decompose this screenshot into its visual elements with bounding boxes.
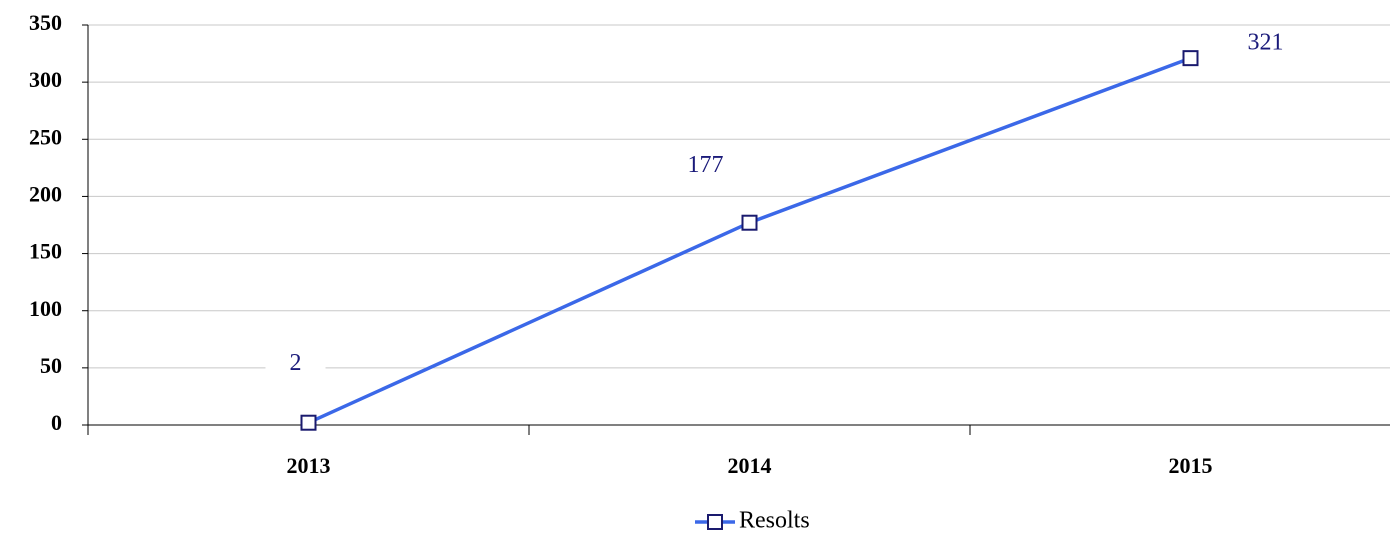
y-tick-label: 250 (29, 124, 62, 149)
data-label: 321 (1248, 30, 1284, 56)
x-tick-label: 2014 (728, 453, 772, 478)
y-tick-label: 0 (51, 410, 62, 435)
label-bg (265, 346, 326, 383)
y-tick-label: 50 (40, 353, 62, 378)
legend-label: Resolts (739, 508, 810, 534)
marker (741, 214, 758, 231)
label-bg (675, 148, 736, 185)
x-tick-label: 2013 (287, 453, 331, 478)
legend-marker (707, 514, 723, 530)
marker (1182, 50, 1199, 67)
x-tick-label: 2015 (1169, 453, 1213, 478)
y-tick-label: 100 (29, 296, 62, 321)
y-tick-label: 300 (29, 67, 62, 92)
data-label: 2 (290, 350, 302, 376)
label-bg (1235, 26, 1296, 63)
marker (300, 414, 317, 431)
y-tick-label: 150 (29, 239, 62, 264)
y-tick-label: 200 (29, 181, 62, 206)
y-tick-label: 350 (29, 10, 62, 35)
data-label: 177 (688, 152, 724, 178)
